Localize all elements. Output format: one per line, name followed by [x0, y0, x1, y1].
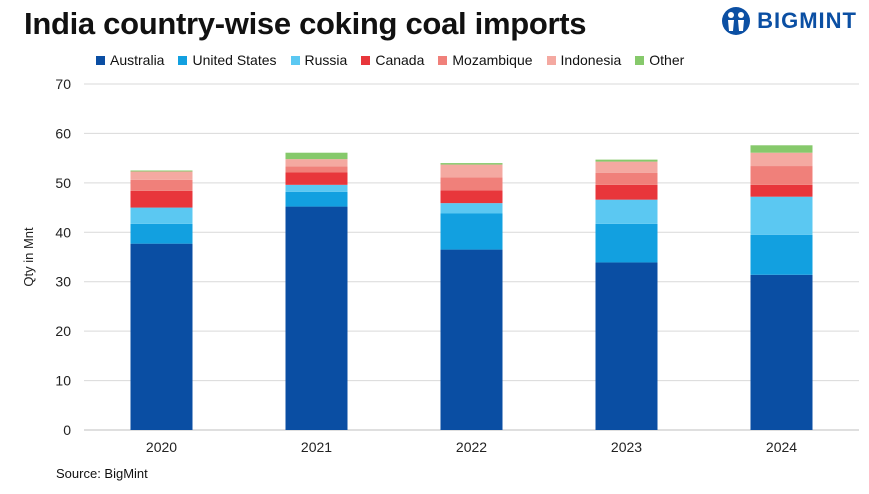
bar-segment-canada — [440, 190, 503, 204]
bar-segment-other — [285, 152, 348, 160]
y-tick-label: 40 — [55, 224, 71, 240]
legend-swatch — [290, 55, 300, 65]
y-tick-label: 60 — [55, 125, 71, 141]
bar-segment-indonesia — [595, 161, 658, 173]
legend-item: Other — [635, 52, 684, 68]
bigmint-logo-icon — [722, 7, 751, 35]
bar-segment-canada — [285, 172, 348, 185]
bar-segment-russia — [750, 196, 813, 235]
legend-item: Canada — [361, 52, 424, 68]
legend-label: United States — [192, 52, 277, 68]
legend-label: Australia — [110, 52, 165, 68]
x-tick-label: 2023 — [611, 439, 642, 455]
bar-segment-other — [440, 163, 503, 165]
bar-segment-other — [130, 170, 193, 172]
bar-segment-australia — [595, 262, 658, 430]
legend-label: Indonesia — [560, 52, 622, 68]
legend-label: Other — [649, 52, 685, 68]
y-tick-label: 0 — [63, 422, 71, 438]
bar-segment-united-states — [750, 234, 813, 275]
bar-segment-russia — [285, 184, 348, 192]
x-tick-label: 2022 — [456, 439, 487, 455]
x-tick-label: 2024 — [766, 439, 797, 455]
chart-legend: Australia United States Russia Canada Mozamb… — [96, 52, 684, 68]
brand-name: BIGMINT — [757, 8, 857, 33]
bar-segment-indonesia — [130, 171, 193, 180]
bar-segment-other — [750, 145, 813, 153]
y-tick-label: 10 — [55, 373, 71, 389]
legend-label: Canada — [375, 52, 425, 68]
bar-segment-united-states — [285, 191, 348, 207]
brand-logo: BIGMINT — [721, 6, 857, 36]
bar-segment-united-states — [440, 213, 503, 250]
y-tick-label: 20 — [55, 323, 71, 339]
bar-segment-united-states — [595, 223, 658, 263]
bar-segment-mozambique — [130, 179, 193, 191]
bar-segment-mozambique — [285, 166, 348, 173]
bar-segment-australia — [440, 249, 503, 430]
x-tick-label: 2020 — [146, 439, 177, 455]
legend-item: Indonesia — [546, 52, 622, 68]
legend-swatch — [178, 55, 188, 65]
chart-title: India country-wise coking coal imports — [24, 6, 587, 41]
bar-segment-russia — [130, 207, 193, 224]
legend-swatch — [361, 55, 371, 65]
legend-swatch — [438, 55, 448, 65]
y-tick-label: 30 — [55, 274, 71, 290]
bar-segment-australia — [750, 274, 813, 430]
y-tick-label: 70 — [55, 76, 71, 92]
bar-segment-canada — [595, 184, 658, 200]
bar-segment-australia — [285, 206, 348, 430]
source-note: Source: BigMint — [56, 466, 148, 481]
legend-swatch — [635, 55, 645, 65]
bar-segment-indonesia — [440, 164, 503, 178]
legend-label: Mozambique — [452, 52, 533, 68]
legend-item: Mozambique — [438, 52, 533, 68]
legend-item: Russia — [290, 52, 348, 68]
bar-segment-mozambique — [440, 177, 503, 191]
bar-segment-mozambique — [595, 172, 658, 185]
bar-segment-indonesia — [285, 159, 348, 167]
legend-item: Australia — [96, 52, 164, 68]
bar-segment-indonesia — [750, 152, 813, 167]
bar-segment-other — [595, 159, 658, 162]
bar-segment-australia — [130, 243, 193, 430]
legend-swatch — [546, 55, 556, 65]
bar-segment-russia — [595, 199, 658, 224]
bar-segment-mozambique — [750, 166, 813, 185]
y-tick-label: 50 — [55, 175, 71, 191]
bar-segment-russia — [440, 203, 503, 214]
bar-segment-canada — [130, 190, 193, 208]
legend-label: Russia — [304, 52, 348, 68]
legend-swatch — [96, 55, 105, 65]
legend-item: United States — [178, 52, 277, 68]
x-tick-label: 2021 — [301, 439, 332, 455]
bar-segment-canada — [750, 184, 813, 197]
y-axis-title: Qty in Mnt — [21, 227, 36, 287]
bar-segment-united-states — [130, 223, 193, 244]
